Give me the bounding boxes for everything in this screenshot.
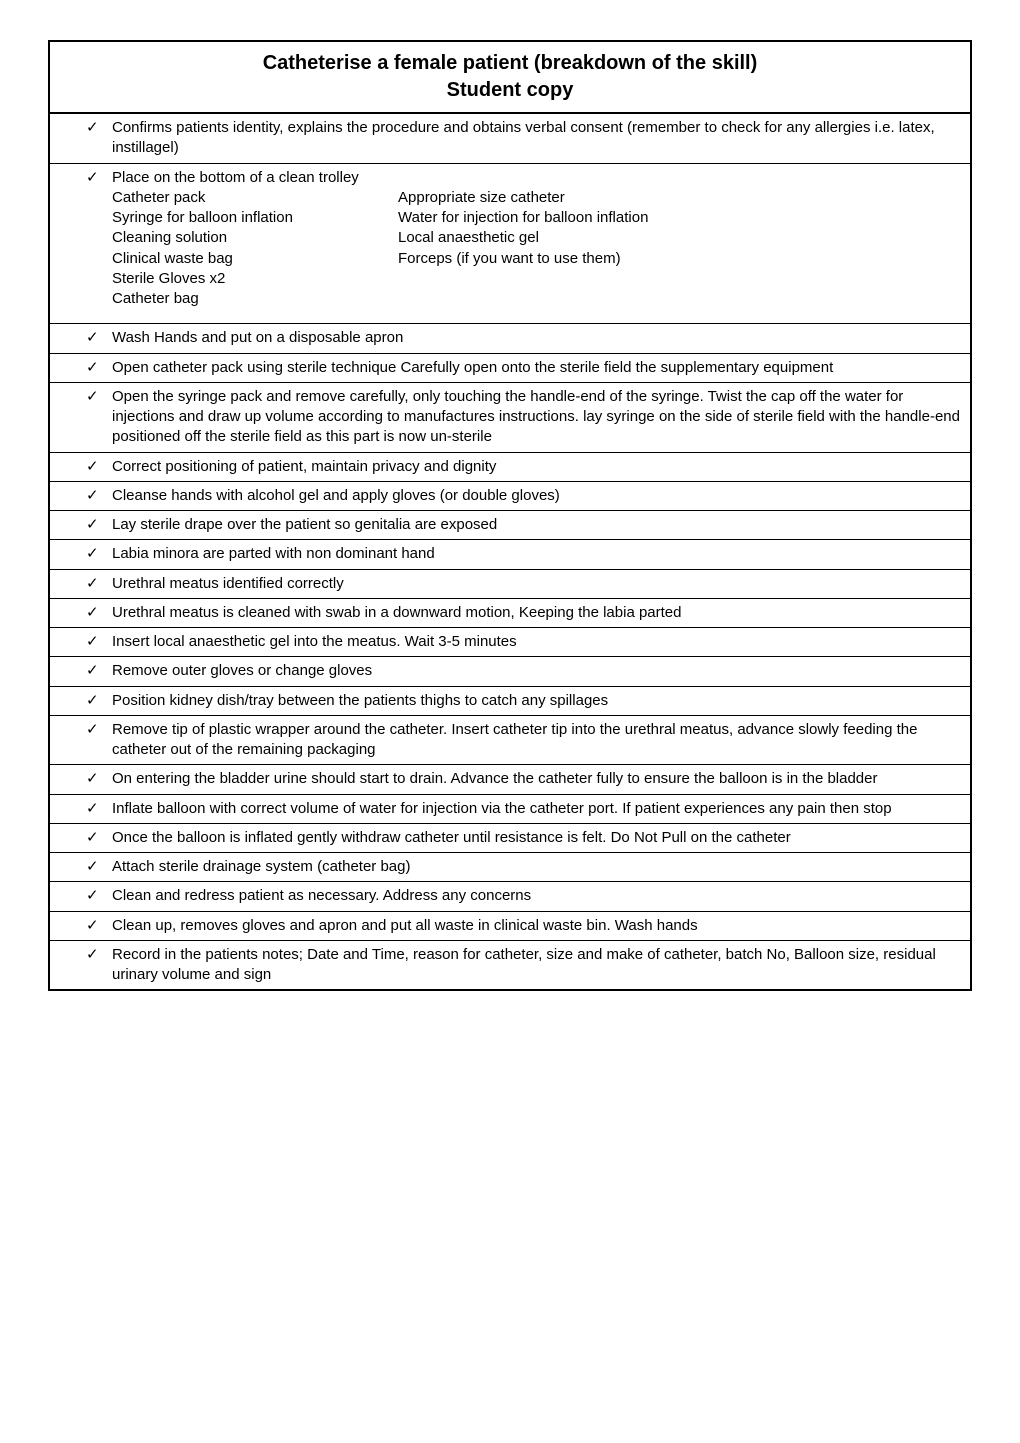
step-row: ✓ Remove outer gloves or change gloves: [50, 657, 970, 686]
trolley-item: Water for injection for balloon inflatio…: [398, 208, 960, 228]
check-icon: ✓: [86, 574, 112, 594]
check-icon: ✓: [86, 486, 112, 506]
step-row: ✓ Inflate balloon with correct volume of…: [50, 795, 970, 824]
step-row: ✓ Once the balloon is inflated gently wi…: [50, 824, 970, 853]
check-icon: ✓: [86, 457, 112, 477]
step-text: Cleanse hands with alcohol gel and apply…: [112, 486, 960, 506]
check-icon: ✓: [86, 691, 112, 711]
step-row: ✓ Lay sterile drape over the patient so …: [50, 511, 970, 540]
trolley-item: Appropriate size catheter: [398, 188, 960, 208]
step-text: Once the balloon is inflated gently with…: [112, 828, 960, 848]
step-row: ✓ Correct positioning of patient, mainta…: [50, 453, 970, 482]
step-text: Record in the patients notes; Date and T…: [112, 945, 960, 986]
step-text: Place on the bottom of a clean trolley C…: [112, 168, 960, 310]
step-row: ✓ Open catheter pack using sterile techn…: [50, 354, 970, 383]
title-row: Catheterise a female patient (breakdown …: [50, 42, 970, 114]
step-text: Position kidney dish/tray between the pa…: [112, 691, 960, 711]
trolley-item: Cleaning solution: [112, 228, 372, 248]
step-text: Wash Hands and put on a disposable apron: [112, 328, 960, 348]
step-text: Remove outer gloves or change gloves: [112, 661, 960, 681]
step-row: ✓ Labia minora are parted with non domin…: [50, 540, 970, 569]
step-text: Lay sterile drape over the patient so ge…: [112, 515, 960, 535]
step-text: Attach sterile drainage system (catheter…: [112, 857, 960, 877]
check-icon: ✓: [86, 168, 112, 310]
step-row: ✓ Position kidney dish/tray between the …: [50, 687, 970, 716]
check-icon: ✓: [86, 118, 112, 159]
step-text: On entering the bladder urine should sta…: [112, 769, 960, 789]
step-text: Urethral meatus is cleaned with swab in …: [112, 603, 960, 623]
check-icon: ✓: [86, 857, 112, 877]
step-row: ✓ Place on the bottom of a clean trolley…: [50, 164, 970, 325]
check-icon: ✓: [86, 828, 112, 848]
step-text: Remove tip of plastic wrapper around the…: [112, 720, 960, 761]
trolley-item: Sterile Gloves x2: [112, 269, 372, 289]
check-icon: ✓: [86, 515, 112, 535]
check-icon: ✓: [86, 886, 112, 906]
step-row: ✓ Wash Hands and put on a disposable apr…: [50, 324, 970, 353]
step-text: Urethral meatus identified correctly: [112, 574, 960, 594]
trolley-item: Clinical waste bag: [112, 249, 372, 269]
check-icon: ✓: [86, 799, 112, 819]
step-row: ✓ Cleanse hands with alcohol gel and app…: [50, 482, 970, 511]
check-icon: ✓: [86, 328, 112, 348]
check-icon: ✓: [86, 945, 112, 986]
step-row: ✓ Urethral meatus is cleaned with swab i…: [50, 599, 970, 628]
trolley-items: Catheter pack Syringe for balloon inflat…: [112, 188, 960, 310]
step-text: Insert local anaesthetic gel into the me…: [112, 632, 960, 652]
trolley-left-col: Catheter pack Syringe for balloon inflat…: [112, 188, 372, 310]
check-icon: ✓: [86, 603, 112, 623]
trolley-item: Catheter bag: [112, 289, 372, 309]
step-row: ✓ Confirms patients identity, explains t…: [50, 114, 970, 164]
step-row: ✓ Open the syringe pack and remove caref…: [50, 383, 970, 453]
trolley-intro: Place on the bottom of a clean trolley: [112, 168, 960, 188]
trolley-item: Local anaesthetic gel: [398, 228, 960, 248]
check-icon: ✓: [86, 916, 112, 936]
check-icon: ✓: [86, 661, 112, 681]
step-row: ✓ On entering the bladder urine should s…: [50, 765, 970, 794]
step-text: Correct positioning of patient, maintain…: [112, 457, 960, 477]
step-text: Open catheter pack using sterile techniq…: [112, 358, 960, 378]
check-icon: ✓: [86, 720, 112, 761]
title-line-1: Catheterise a female patient (breakdown …: [60, 50, 960, 77]
check-icon: ✓: [86, 769, 112, 789]
step-text: Open the syringe pack and remove careful…: [112, 387, 960, 448]
document-table: Catheterise a female patient (breakdown …: [48, 40, 972, 991]
step-row: ✓ Clean up, removes gloves and apron and…: [50, 912, 970, 941]
trolley-item: Catheter pack: [112, 188, 372, 208]
step-row: ✓ Insert local anaesthetic gel into the …: [50, 628, 970, 657]
step-row: ✓ Remove tip of plastic wrapper around t…: [50, 716, 970, 766]
step-text: Clean up, removes gloves and apron and p…: [112, 916, 960, 936]
check-icon: ✓: [86, 544, 112, 564]
step-text: Labia minora are parted with non dominan…: [112, 544, 960, 564]
step-row: ✓ Clean and redress patient as necessary…: [50, 882, 970, 911]
step-text: Clean and redress patient as necessary. …: [112, 886, 960, 906]
step-row: ✓ Urethral meatus identified correctly: [50, 570, 970, 599]
trolley-item: Syringe for balloon inflation: [112, 208, 372, 228]
step-row: ✓ Record in the patients notes; Date and…: [50, 941, 970, 990]
title-line-2: Student copy: [60, 77, 960, 104]
step-text: Inflate balloon with correct volume of w…: [112, 799, 960, 819]
check-icon: ✓: [86, 632, 112, 652]
step-text: Confirms patients identity, explains the…: [112, 118, 960, 159]
trolley-right-col: Appropriate size catheter Water for inje…: [398, 188, 960, 310]
step-row: ✓ Attach sterile drainage system (cathet…: [50, 853, 970, 882]
check-icon: ✓: [86, 387, 112, 448]
check-icon: ✓: [86, 358, 112, 378]
trolley-item: Forceps (if you want to use them): [398, 249, 960, 269]
